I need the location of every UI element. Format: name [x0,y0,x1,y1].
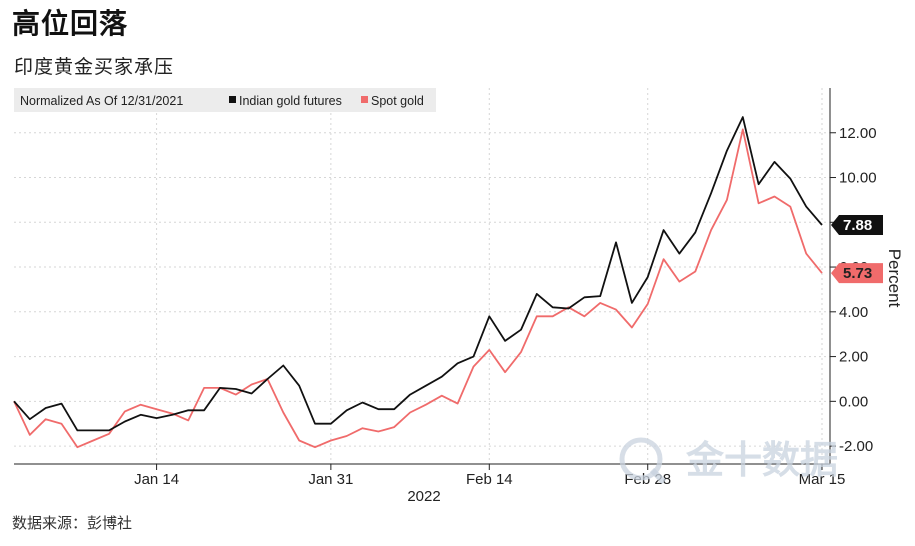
legend: Normalized As Of 12/31/2021 Indian gold … [14,88,436,112]
last-value-label-indian-gold-futures: 7.88 [843,217,872,234]
x-tick-label: Jan 31 [308,471,353,488]
legend-swatch-indian-gold-futures [229,96,236,103]
x-tick-label: Jan 14 [134,471,179,488]
x-tick-label: Feb 14 [466,471,513,488]
chart-title: 高位回落 [12,7,129,40]
series-layer [13,116,823,449]
y-tick-label: 12.00 [839,125,877,142]
legend-swatch-spot-gold [361,96,368,103]
data-source: 数据来源：彭博社 [12,514,133,532]
y-tick-label: -2.00 [839,438,873,455]
series-line-indian-gold-futures [13,116,823,432]
y-tick-label: 0.00 [839,393,868,410]
chart-subtitle: 印度黄金买家承压 [14,56,175,78]
series-line-spot-gold [13,128,823,449]
last-value-badge-indian-gold-futures [831,214,883,235]
grid-layer [14,88,830,464]
jin10-logo-icon [619,437,663,481]
y-axis-title: Percent [885,249,904,308]
x-axis-year-label: 2022 [407,488,440,505]
jin10-logo-icon-tail [649,467,667,485]
last-value-badge-spot-gold [831,263,883,284]
y-tick-label: 4.00 [839,304,868,321]
legend-entry-spot-gold: Spot gold [371,94,424,108]
x-tick-label: Mar 15 [799,471,846,488]
legend-entry-indian-gold-futures: Indian gold futures [239,94,342,108]
y-tick-label: 2.00 [839,349,868,366]
badge-layer: 7.88 5.73 [831,214,883,284]
y-tick-label: 10.00 [839,170,877,187]
watermark: 金十数据 [619,437,838,485]
legend-prefix: Normalized As Of 12/31/2021 [20,94,183,108]
last-value-label-spot-gold: 5.73 [843,265,872,282]
watermark-text: 金十数据 [685,438,838,482]
